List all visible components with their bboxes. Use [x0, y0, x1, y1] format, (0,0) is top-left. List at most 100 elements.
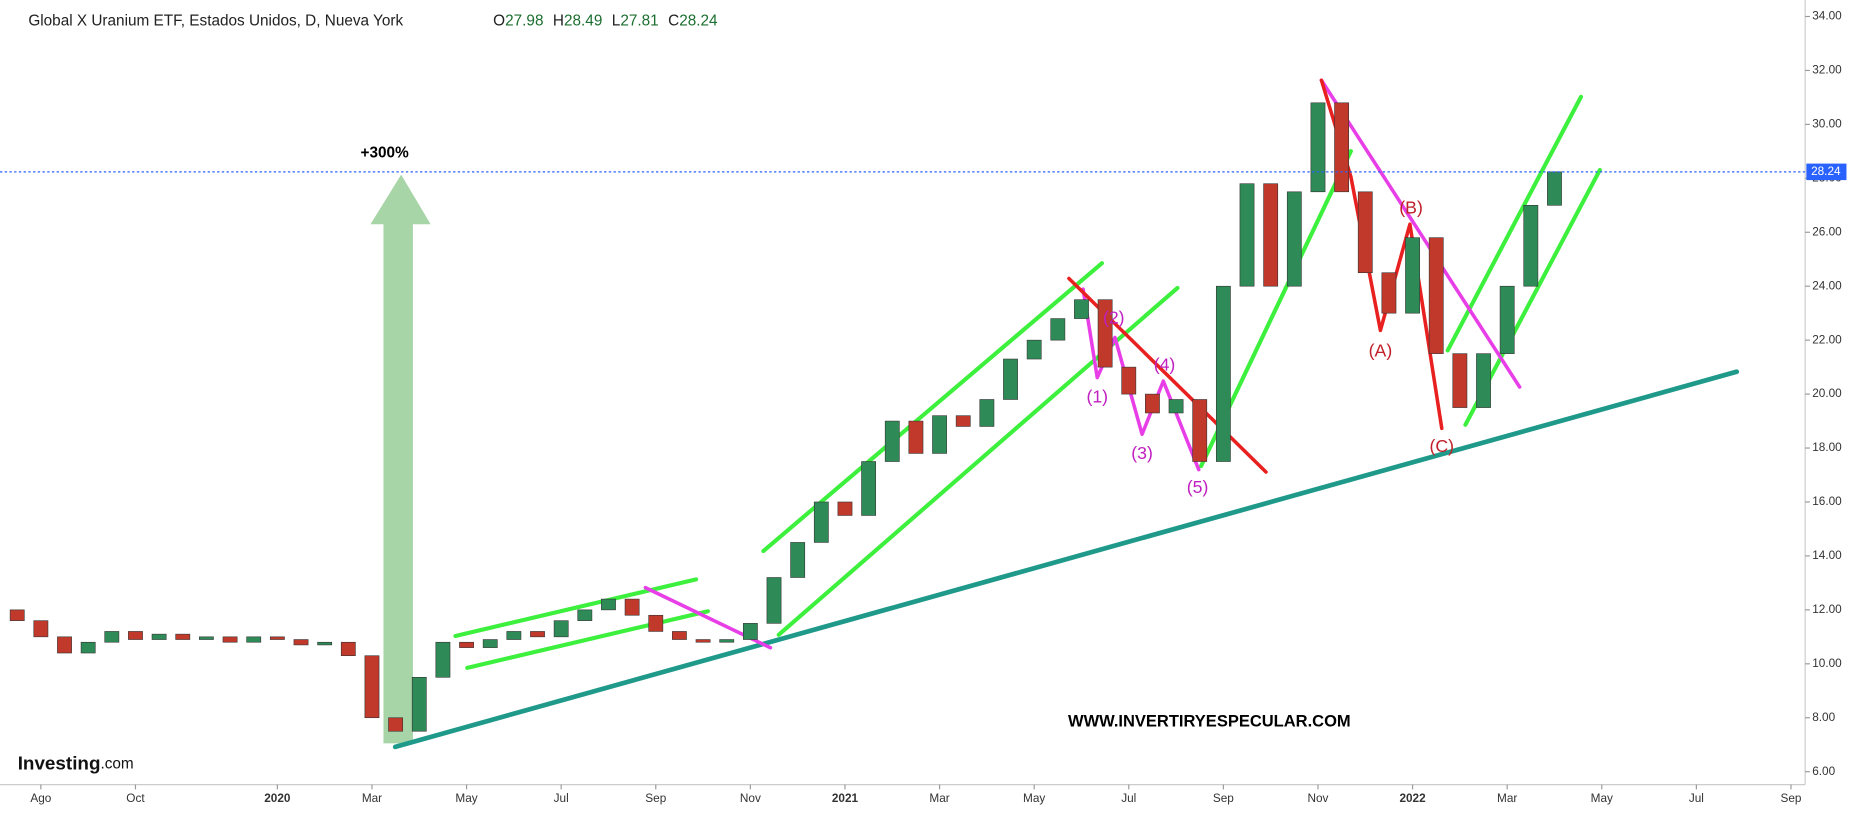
candle — [1476, 353, 1491, 408]
candle — [553, 620, 569, 638]
x-tick-label: 2021 — [832, 792, 859, 805]
y-tick-label: 26.00 — [1812, 225, 1842, 238]
annotation: (4) — [1154, 354, 1176, 374]
candle — [411, 676, 427, 732]
x-tick-label: May — [455, 792, 477, 805]
last-price-box — [1806, 163, 1847, 181]
ohlc-label: O — [493, 12, 505, 29]
candle — [1381, 272, 1397, 314]
annotation: (C) — [1429, 436, 1454, 456]
x-tick-label: May — [1591, 792, 1613, 805]
ohlc-label: C — [668, 12, 679, 29]
candle — [151, 633, 167, 640]
candle — [601, 598, 616, 611]
x-tick-label: Jul — [1121, 792, 1136, 805]
ohlc-value: 27.81 — [620, 12, 658, 29]
annotation: (B) — [1399, 198, 1423, 218]
candle — [57, 636, 72, 654]
candle — [1192, 399, 1208, 462]
candle — [506, 631, 522, 640]
candle — [1097, 299, 1113, 368]
candle — [222, 636, 238, 643]
ohlc-label: L — [612, 12, 621, 29]
candle — [482, 639, 498, 648]
y-tick-label: 16.00 — [1812, 495, 1842, 508]
candle — [1334, 102, 1350, 193]
candle — [1145, 393, 1160, 414]
arrow-head — [370, 174, 431, 225]
candle — [861, 461, 877, 516]
annotation: (2) — [1103, 307, 1125, 327]
annotation: (3) — [1131, 443, 1153, 463]
ohlc-value: 27.98 — [505, 12, 543, 29]
candle — [1121, 366, 1137, 395]
ohlc-label: H — [553, 12, 564, 29]
candle — [1357, 191, 1373, 274]
candle — [695, 639, 711, 643]
y-tick-label: 20.00 — [1812, 387, 1842, 400]
candle — [1405, 237, 1420, 314]
candle — [364, 655, 380, 719]
candle — [9, 609, 25, 621]
candle — [719, 639, 735, 643]
candle — [1523, 205, 1539, 287]
candle — [175, 633, 191, 640]
x-tick-label: Nov — [1307, 792, 1328, 805]
y-tick-label: 32.00 — [1812, 64, 1842, 77]
y-tick-label: 8.00 — [1812, 711, 1835, 724]
x-tick-label: Jul — [1689, 792, 1704, 805]
candle — [340, 641, 356, 657]
y-tick-label: 6.00 — [1812, 765, 1835, 778]
y-tick-label: 14.00 — [1812, 549, 1842, 562]
x-tick-label: Sep — [1213, 792, 1234, 805]
candle — [1003, 358, 1018, 400]
candle — [1428, 237, 1444, 354]
annotation: WWW.INVERTIRYESPECULAR.COM — [1068, 712, 1351, 730]
ohlc: O27.98 H28.49 L27.81 C28.24 — [493, 12, 718, 29]
ohlc-value: 28.49 — [564, 12, 602, 29]
annotation: (A) — [1369, 340, 1393, 360]
candle — [1452, 353, 1468, 408]
candle — [813, 501, 829, 543]
y-tick-label: 24.00 — [1812, 279, 1842, 292]
annotation: +300% — [361, 144, 410, 161]
x-tick-label: Ago — [30, 792, 51, 805]
y-tick-label: 34.00 — [1812, 10, 1842, 23]
candle — [884, 420, 900, 462]
candle — [1499, 285, 1515, 354]
candle — [908, 420, 924, 454]
candle — [459, 641, 474, 648]
candle — [1286, 191, 1302, 287]
y-tick-label: 18.00 — [1812, 441, 1842, 454]
candle — [766, 577, 782, 624]
candle — [955, 415, 971, 427]
y-tick-label: 30.00 — [1812, 117, 1842, 130]
candle — [104, 631, 120, 643]
candle — [269, 636, 285, 640]
ohlc-value: 28.24 — [679, 12, 718, 29]
candle — [742, 623, 758, 640]
candle — [317, 641, 333, 646]
candle — [932, 415, 947, 454]
logo-suffix: .com — [100, 756, 133, 773]
annotation: (5) — [1187, 477, 1209, 497]
candle — [435, 641, 451, 678]
x-tick-label: Oct — [126, 792, 145, 805]
candle — [1263, 183, 1279, 287]
candle — [1310, 102, 1326, 193]
candle — [1239, 183, 1255, 287]
logo-main: Investing — [18, 753, 101, 774]
candle — [979, 399, 995, 427]
candle — [530, 631, 545, 638]
y-tick-label: 22.00 — [1812, 333, 1842, 346]
candle — [672, 631, 687, 640]
last-price-label: 28.24 — [1811, 165, 1841, 178]
candle — [1547, 171, 1562, 206]
candle — [388, 717, 404, 732]
candle — [128, 631, 143, 640]
x-tick-label: 2022 — [1399, 792, 1426, 805]
x-tick-label: Mar — [362, 792, 382, 805]
candle — [577, 609, 593, 621]
x-tick-label: Mar — [929, 792, 949, 805]
